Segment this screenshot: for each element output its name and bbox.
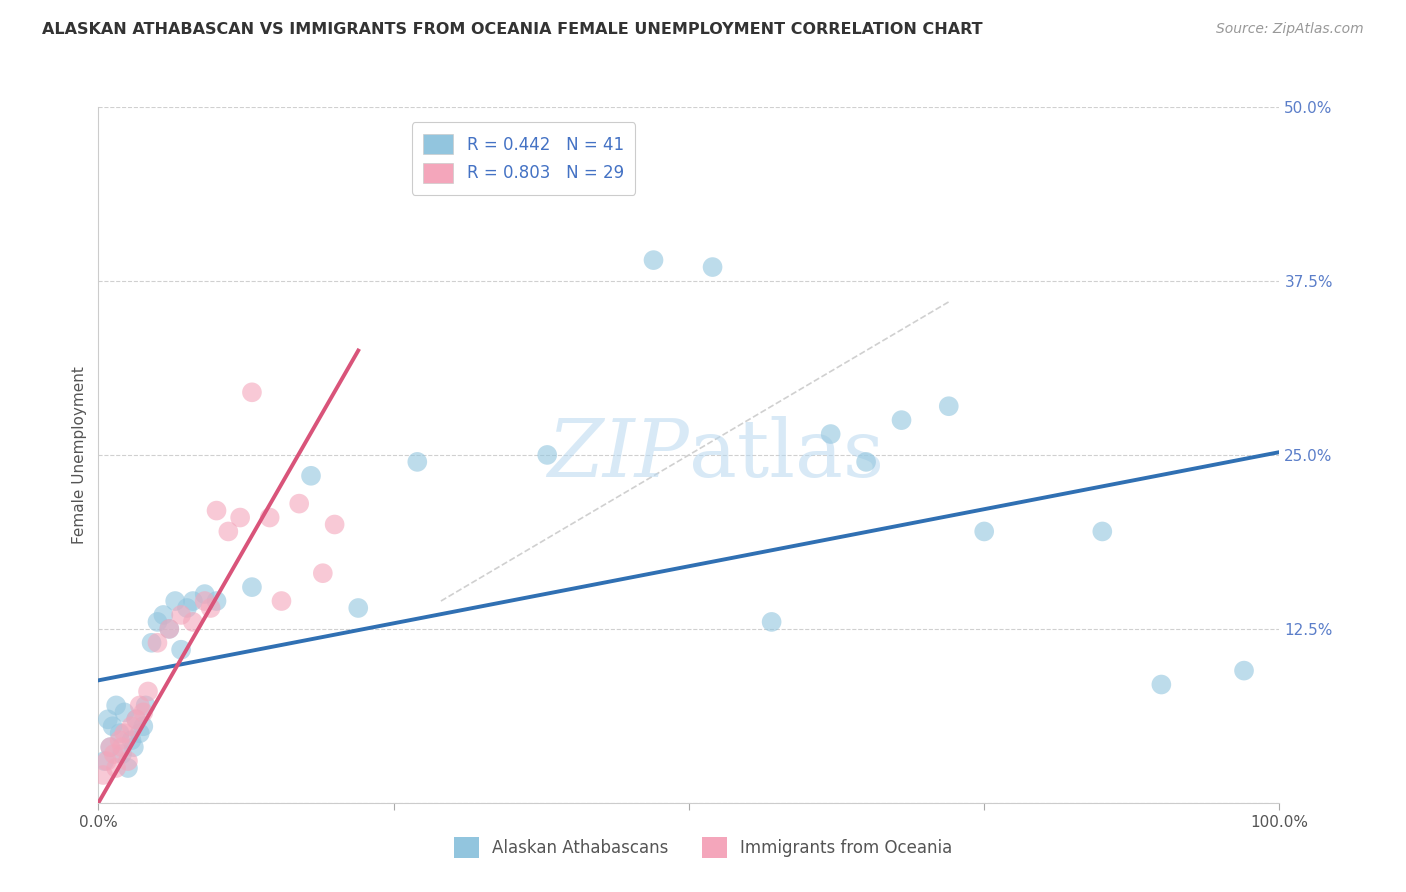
Point: [323, 517, 346, 532]
Point: [108, 726, 131, 740]
Point: [122, 740, 145, 755]
Point: [312, 566, 335, 581]
Point: [112, 706, 135, 720]
Point: [406, 455, 429, 469]
Point: [240, 580, 263, 594]
Point: [152, 607, 174, 622]
Point: [194, 587, 217, 601]
Point: [121, 733, 143, 747]
Point: [973, 524, 995, 539]
Point: [117, 754, 139, 768]
Point: [536, 448, 558, 462]
Text: ZIP: ZIP: [547, 417, 689, 493]
Point: [117, 761, 139, 775]
Point: [103, 747, 125, 761]
Point: [112, 726, 135, 740]
Point: [136, 684, 159, 698]
Text: ALASKAN ATHABASCAN VS IMMIGRANTS FROM OCEANIA FEMALE UNEMPLOYMENT CORRELATION CH: ALASKAN ATHABASCAN VS IMMIGRANTS FROM OC…: [42, 22, 983, 37]
Point: [132, 706, 155, 720]
Point: [347, 601, 370, 615]
Point: [170, 607, 193, 622]
Point: [105, 761, 128, 775]
Point: [98, 740, 121, 755]
Point: [157, 622, 180, 636]
Point: [170, 642, 193, 657]
Point: [111, 740, 134, 755]
Point: [141, 636, 163, 650]
Legend: Alaskan Athabascans, Immigrants from Oceania: Alaskan Athabascans, Immigrants from Oce…: [454, 838, 952, 857]
Point: [761, 615, 783, 629]
Point: [229, 510, 252, 524]
Point: [194, 594, 217, 608]
Point: [855, 455, 877, 469]
Text: Source: ZipAtlas.com: Source: ZipAtlas.com: [1216, 22, 1364, 37]
Point: [101, 719, 124, 733]
Point: [1233, 664, 1256, 678]
Point: [938, 399, 960, 413]
Point: [157, 622, 180, 636]
Point: [125, 712, 148, 726]
Point: [111, 747, 134, 761]
Point: [165, 594, 187, 608]
Point: [93, 754, 115, 768]
Point: [1091, 524, 1114, 539]
Point: [128, 698, 150, 713]
Point: [205, 594, 228, 608]
Legend: R = 0.442   N = 41, R = 0.803   N = 29: R = 0.442 N = 41, R = 0.803 N = 29: [412, 122, 636, 194]
Point: [205, 503, 228, 517]
Point: [146, 636, 169, 650]
Point: [128, 726, 150, 740]
Point: [176, 601, 198, 615]
Point: [217, 524, 239, 539]
Point: [181, 615, 204, 629]
Point: [146, 615, 169, 629]
Point: [98, 740, 121, 755]
Point: [132, 719, 155, 733]
Point: [121, 719, 143, 733]
Point: [288, 497, 311, 511]
Point: [135, 698, 157, 713]
Y-axis label: Female Unemployment: Female Unemployment: [72, 366, 87, 544]
Point: [97, 712, 120, 726]
Point: [702, 260, 724, 274]
Point: [643, 253, 665, 268]
Point: [1150, 677, 1173, 691]
Point: [270, 594, 292, 608]
Point: [820, 427, 842, 442]
Point: [108, 733, 131, 747]
Point: [200, 601, 222, 615]
Point: [181, 594, 204, 608]
Text: atlas: atlas: [689, 416, 884, 494]
Point: [890, 413, 912, 427]
Point: [105, 698, 128, 713]
Point: [125, 712, 148, 726]
Point: [259, 510, 281, 524]
Point: [299, 468, 322, 483]
Point: [91, 768, 114, 782]
Point: [240, 385, 263, 400]
Point: [96, 754, 118, 768]
